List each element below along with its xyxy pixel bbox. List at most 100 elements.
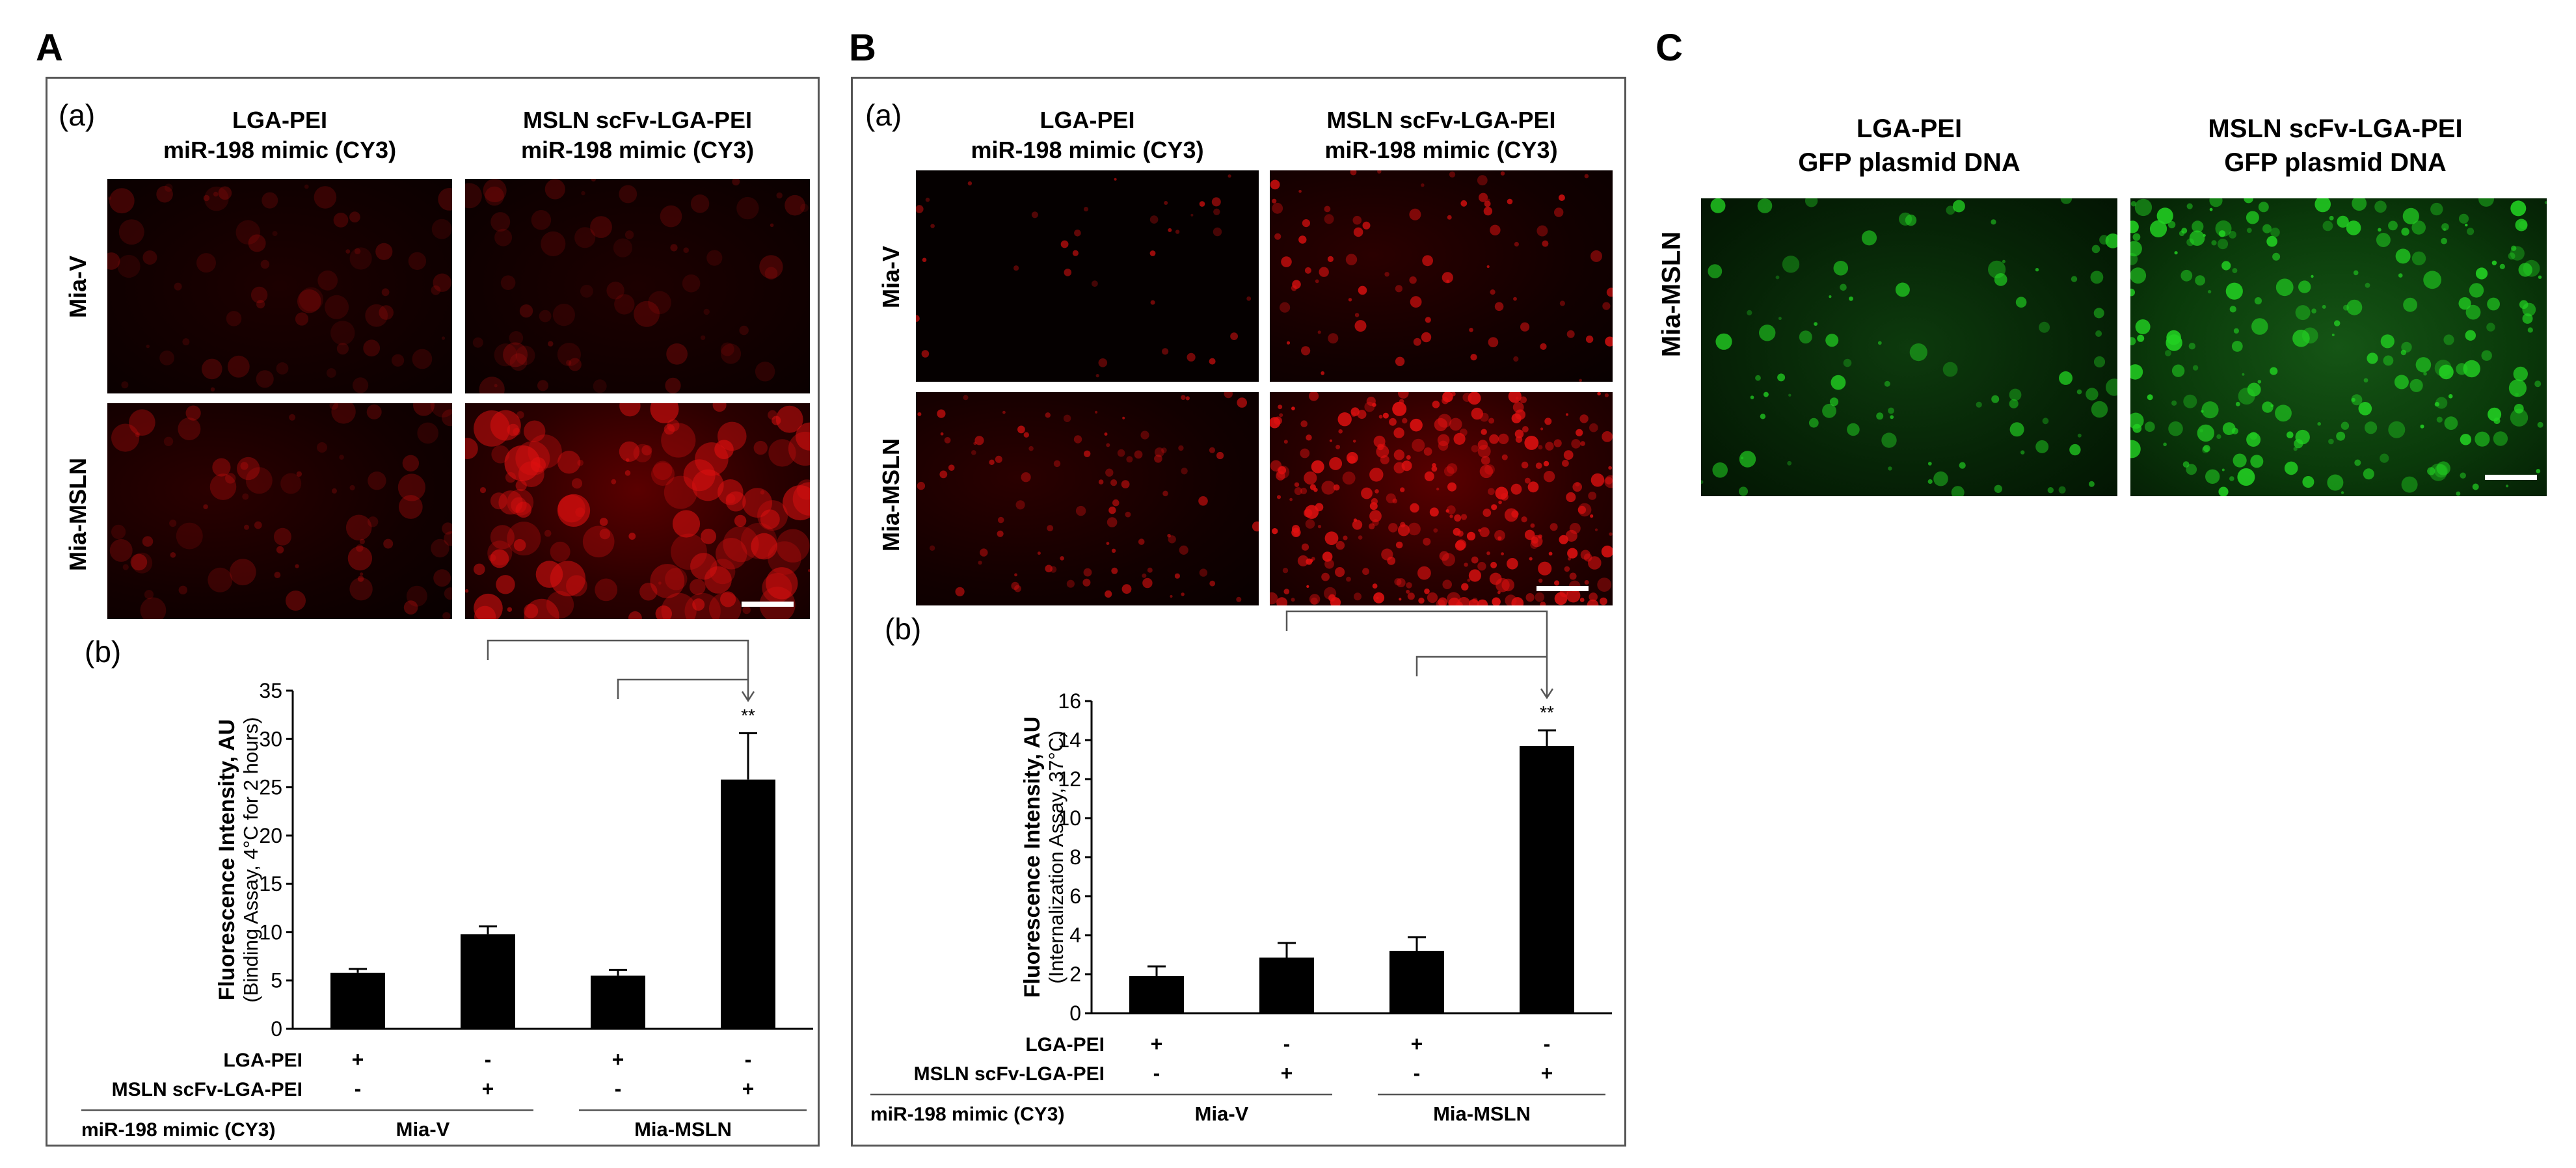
condition-sign: + xyxy=(1411,1032,1423,1055)
cell-signal xyxy=(331,403,356,424)
cell-signal xyxy=(1393,427,1404,438)
cell-signal xyxy=(164,183,173,192)
y-tick-label: 10 xyxy=(1058,806,1081,830)
cell-signal xyxy=(1028,445,1034,451)
group-label-mia-msln: Mia-MSLN xyxy=(634,1118,732,1141)
cell-signal xyxy=(940,432,944,436)
cell-signal xyxy=(1111,548,1116,553)
cell-signal xyxy=(557,343,581,367)
cell-signal xyxy=(672,510,701,538)
cell-signal xyxy=(2467,228,2475,235)
cell-signal xyxy=(1306,585,1309,588)
cell-signal xyxy=(800,204,809,213)
y-tick-label: 0 xyxy=(271,1017,282,1041)
cell-signal xyxy=(1321,572,1330,581)
cell-signal xyxy=(606,282,624,300)
cell-signal xyxy=(1095,410,1098,414)
cell-signal xyxy=(582,525,615,558)
cell-signal xyxy=(1438,440,1449,451)
cell-signal xyxy=(1294,482,1300,487)
cell-signal xyxy=(1775,275,1780,280)
cell-signal xyxy=(2329,215,2334,220)
cell-signal xyxy=(2522,302,2536,317)
cell-signal xyxy=(1395,285,1402,293)
cell-signal xyxy=(1211,197,1221,207)
cell-signal xyxy=(1575,481,1580,487)
cell-signal xyxy=(431,285,441,295)
cell-signal xyxy=(1309,559,1313,563)
cell-signal xyxy=(1498,500,1502,505)
cell-signal xyxy=(2336,431,2346,441)
cell-signal xyxy=(2465,304,2481,320)
cell-signal xyxy=(2167,220,2176,229)
cell-signal xyxy=(347,546,373,571)
cell-signal xyxy=(1449,418,1462,431)
cell-signal xyxy=(2460,472,2466,479)
cell-signal xyxy=(1369,510,1382,522)
cell-signal xyxy=(349,484,355,491)
cell-signal xyxy=(295,312,309,326)
cell-signal xyxy=(599,518,608,526)
cell-signal xyxy=(1491,504,1497,511)
cell-signal xyxy=(2009,388,2022,401)
cell-signal xyxy=(2171,400,2177,406)
cell-signal xyxy=(1121,480,1130,488)
cell-signal xyxy=(176,522,203,550)
panel-b-row1-label: Mia-V xyxy=(878,246,904,309)
cell-signal xyxy=(783,485,810,521)
panel-c-image-scfv xyxy=(2130,198,2547,496)
group-label-mia-v: Mia-V xyxy=(1195,1102,1249,1125)
cell-signal xyxy=(333,213,349,228)
cell-signal xyxy=(1461,583,1469,591)
cell-signal xyxy=(1449,514,1453,518)
cell-signal xyxy=(515,501,532,518)
cell-signal xyxy=(2506,484,2509,488)
cell-signal xyxy=(1112,499,1120,507)
cell-signal xyxy=(628,611,642,619)
cell-signal xyxy=(245,467,273,494)
cell-signal xyxy=(513,538,526,551)
cell-signal xyxy=(2358,402,2372,416)
cell-signal xyxy=(704,566,732,594)
cell-signal xyxy=(332,488,337,494)
cell-signal xyxy=(1437,434,1450,447)
cell-signal xyxy=(581,191,585,196)
panel-b-sub-b: (b) xyxy=(885,612,922,646)
cell-signal xyxy=(1354,313,1360,317)
cell-signal-layer xyxy=(1270,170,1613,382)
cell-signal xyxy=(1149,215,1159,224)
cell-signal xyxy=(1488,418,1495,424)
cell-signal xyxy=(1739,451,1756,468)
cell-signal xyxy=(1324,206,1331,213)
cell-signal xyxy=(129,409,155,436)
cell-signal-layer xyxy=(917,392,1259,602)
cell-signal xyxy=(2093,356,2106,367)
cell-signal xyxy=(1602,431,1613,442)
cell-signal xyxy=(703,308,710,315)
cell-signal xyxy=(593,379,607,393)
cell-signal xyxy=(2346,299,2363,315)
cell-signal xyxy=(1494,530,1505,541)
cell-signal xyxy=(973,442,977,445)
cell-signal xyxy=(276,362,289,375)
cell-signal xyxy=(2287,431,2294,438)
cell-signal xyxy=(1890,415,1894,419)
cell-signal xyxy=(720,343,742,364)
cell-signal xyxy=(768,439,796,467)
cell-signal xyxy=(515,441,550,476)
cell-signal xyxy=(1421,183,1425,187)
cell-signal xyxy=(619,185,637,204)
cell-signal xyxy=(430,403,452,418)
cell-signal xyxy=(2378,228,2381,232)
cell-signal xyxy=(2130,288,2135,297)
cell-signal xyxy=(2069,444,2081,456)
cell-signal xyxy=(2523,259,2540,277)
panel-a-row1-label: Mia-V xyxy=(64,256,91,319)
cell-signal xyxy=(1013,265,1019,271)
cell-signal xyxy=(1605,477,1613,484)
cell-signal xyxy=(1447,215,1452,220)
cell-signal xyxy=(683,247,689,253)
cell-signal xyxy=(2544,201,2547,204)
cell-signal xyxy=(339,455,344,460)
cell-signal xyxy=(650,564,685,598)
